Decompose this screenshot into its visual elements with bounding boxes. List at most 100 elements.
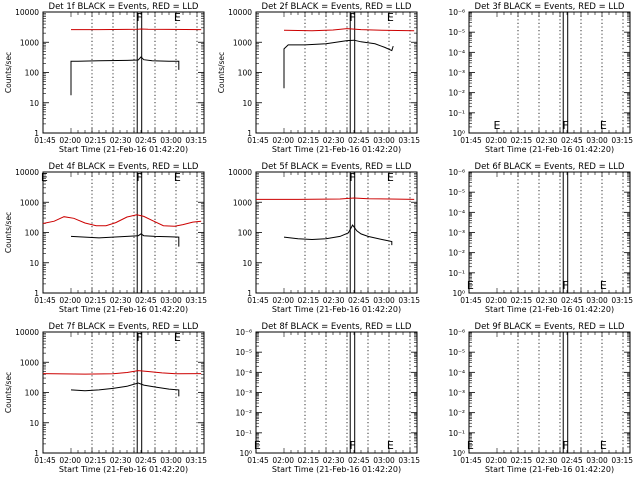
marker-e: E <box>174 171 181 184</box>
marker-f: F <box>349 11 355 24</box>
x-tick-label: 02:45 <box>561 136 583 145</box>
x-tick-label: 01:45 <box>34 296 56 305</box>
y-tick-label: 10⁻⁴ <box>448 208 465 217</box>
x-tick-label: 03:00 <box>160 296 182 305</box>
marker-f: F <box>136 331 142 344</box>
marker-f: F <box>562 119 568 132</box>
x-tick-label: 02:45 <box>348 456 370 465</box>
marker-f: F <box>562 279 568 292</box>
y-tick-label: 10 <box>29 259 39 268</box>
y-tick-label: 1000 <box>20 198 39 207</box>
y-tick-label: 10⁰ <box>239 449 252 458</box>
x-axis-label: Start Time (21-Feb-16 01:42:20) <box>59 465 188 474</box>
panel-title: Det 4f BLACK = Events, RED = LLD <box>49 162 199 172</box>
marker-e: E <box>600 119 607 132</box>
y-tick-label: 100 <box>25 69 40 78</box>
x-tick-label: 01:45 <box>34 136 56 145</box>
y-tick-label: 1000 <box>233 38 252 47</box>
y-tick-label: 10⁻¹ <box>448 269 465 278</box>
x-tick-label: 02:00 <box>59 296 81 305</box>
y-tick-label: 10⁻² <box>448 249 465 258</box>
x-axis-label: Start Time (21-Feb-16 01:42:20) <box>272 465 401 474</box>
y-tick-label: 10000 <box>15 168 39 177</box>
y-tick-label: 10⁻³ <box>235 389 252 398</box>
x-tick-label: 02:00 <box>272 456 294 465</box>
x-tick-label: 03:00 <box>586 136 608 145</box>
plot-frame <box>255 331 418 454</box>
x-tick-label: 02:00 <box>59 456 81 465</box>
x-tick-label: 02:00 <box>272 296 294 305</box>
x-tick-label: 01:45 <box>247 136 269 145</box>
x-tick-label: 02:00 <box>485 136 507 145</box>
marker-e: E <box>494 119 501 132</box>
y-tick-label: 1000 <box>20 358 39 367</box>
y-tick-label: 100 <box>238 69 253 78</box>
x-tick-label: 03:00 <box>373 296 395 305</box>
x-tick-label: 02:30 <box>110 456 132 465</box>
y-tick-label: 1 <box>247 129 252 138</box>
y-tick-label: 10⁻¹ <box>235 429 252 438</box>
marker-f: F <box>349 439 355 452</box>
x-tick-label: 03:15 <box>611 296 633 305</box>
x-tick-label: 02:30 <box>536 136 558 145</box>
marker-e: E <box>600 279 607 292</box>
x-tick-label: 02:45 <box>561 456 583 465</box>
y-tick-label: 10 <box>29 99 39 108</box>
x-tick-label: 02:00 <box>272 136 294 145</box>
y-tick-label: 10 <box>29 419 39 428</box>
y-tick-label: 10 <box>242 259 252 268</box>
x-tick-label: 01:45 <box>460 136 482 145</box>
x-tick-label: 02:30 <box>323 296 345 305</box>
y-tick-label: 10⁻⁵ <box>235 348 252 357</box>
y-axis-label: Counts/sec <box>4 212 13 253</box>
x-tick-label: 02:15 <box>85 296 107 305</box>
x-tick-label: 02:15 <box>85 136 107 145</box>
plot-frame <box>468 171 631 294</box>
panel-title: Det 2f BLACK = Events, RED = LLD <box>262 2 412 12</box>
x-axis-label: Start Time (21-Feb-16 01:42:20) <box>272 305 401 314</box>
y-tick-label: 100 <box>238 229 253 238</box>
x-tick-label: 02:15 <box>511 296 533 305</box>
x-tick-label: 02:30 <box>110 296 132 305</box>
x-tick-label: 03:00 <box>160 136 182 145</box>
y-tick-label: 1000 <box>233 198 252 207</box>
series-line-events <box>283 39 394 89</box>
y-tick-label: 10⁻⁵ <box>448 348 465 357</box>
marker-e: E <box>387 439 394 452</box>
plot-frame <box>42 331 205 454</box>
y-tick-label: 1000 <box>20 38 39 47</box>
x-tick-label: 02:45 <box>135 296 157 305</box>
x-tick-label: 02:15 <box>298 456 320 465</box>
x-tick-label: 03:15 <box>611 136 633 145</box>
x-axis-label: Start Time (21-Feb-16 01:42:20) <box>59 145 188 154</box>
y-tick-label: 10⁻⁴ <box>448 368 465 377</box>
y-tick-label: 10⁻¹ <box>448 429 465 438</box>
marker-e: E <box>41 171 48 184</box>
x-tick-label: 03:00 <box>160 456 182 465</box>
y-tick-label: 10⁻² <box>448 409 465 418</box>
x-tick-label: 03:15 <box>398 136 420 145</box>
y-tick-label: 10⁻⁶ <box>448 328 465 337</box>
x-tick-label: 02:15 <box>511 456 533 465</box>
x-tick-label: 03:15 <box>185 136 207 145</box>
panel-title: Det 5f BLACK = Events, RED = LLD <box>262 162 412 172</box>
x-axis-label: Start Time (21-Feb-16 01:42:20) <box>485 305 614 314</box>
y-tick-label: 10⁻² <box>235 409 252 418</box>
y-tick-label: 10⁻⁶ <box>448 8 465 17</box>
y-tick-label: 10⁻³ <box>448 69 465 78</box>
x-axis-label: Start Time (21-Feb-16 01:42:20) <box>272 145 401 154</box>
y-tick-label: 1 <box>34 289 39 298</box>
x-tick-label: 01:45 <box>460 296 482 305</box>
panel-title: Det 1f BLACK = Events, RED = LLD <box>49 2 199 12</box>
x-tick-label: 03:15 <box>398 456 420 465</box>
panel-title: Det 6f BLACK = Events, RED = LLD <box>475 162 625 172</box>
panel-title: Det 3f BLACK = Events, RED = LLD <box>475 2 625 12</box>
x-axis-label: Start Time (21-Feb-16 01:42:20) <box>59 305 188 314</box>
panel-det-6f: Det 6f BLACK = Events, RED = LLD 01:45 02:… <box>448 162 633 314</box>
x-tick-label: 01:45 <box>460 456 482 465</box>
series-line-events <box>70 382 180 397</box>
y-tick-label: 10⁰ <box>452 449 465 458</box>
x-tick-label: 03:15 <box>185 296 207 305</box>
x-tick-label: 02:30 <box>323 456 345 465</box>
